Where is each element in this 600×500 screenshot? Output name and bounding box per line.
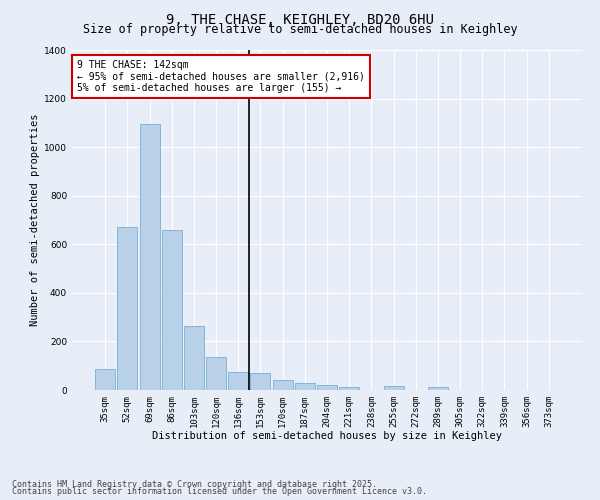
Bar [162,230,182,390]
Text: Contains HM Land Registry data © Crown copyright and database right 2025.: Contains HM Land Registry data © Crown c… [12,480,377,489]
Text: Size of property relative to semi-detached houses in Keighley: Size of property relative to semi-detach… [83,22,517,36]
Bar [206,357,226,390]
Bar [250,373,271,390]
Y-axis label: Number of semi-detached properties: Number of semi-detached properties [30,114,40,326]
Bar [428,387,448,390]
Bar [339,387,359,390]
Bar [140,124,160,390]
Text: 9 THE CHASE: 142sqm
← 95% of semi-detached houses are smaller (2,916)
5% of semi: 9 THE CHASE: 142sqm ← 95% of semi-detach… [77,60,365,94]
Bar [184,326,204,390]
Bar [228,372,248,390]
Bar [317,384,337,390]
Bar [295,382,315,390]
Bar [118,228,137,390]
Text: Contains public sector information licensed under the Open Government Licence v3: Contains public sector information licen… [12,487,427,496]
Bar [95,370,115,390]
Bar [272,380,293,390]
Bar [383,386,404,390]
X-axis label: Distribution of semi-detached houses by size in Keighley: Distribution of semi-detached houses by … [152,432,502,442]
Text: 9, THE CHASE, KEIGHLEY, BD20 6HU: 9, THE CHASE, KEIGHLEY, BD20 6HU [166,12,434,26]
